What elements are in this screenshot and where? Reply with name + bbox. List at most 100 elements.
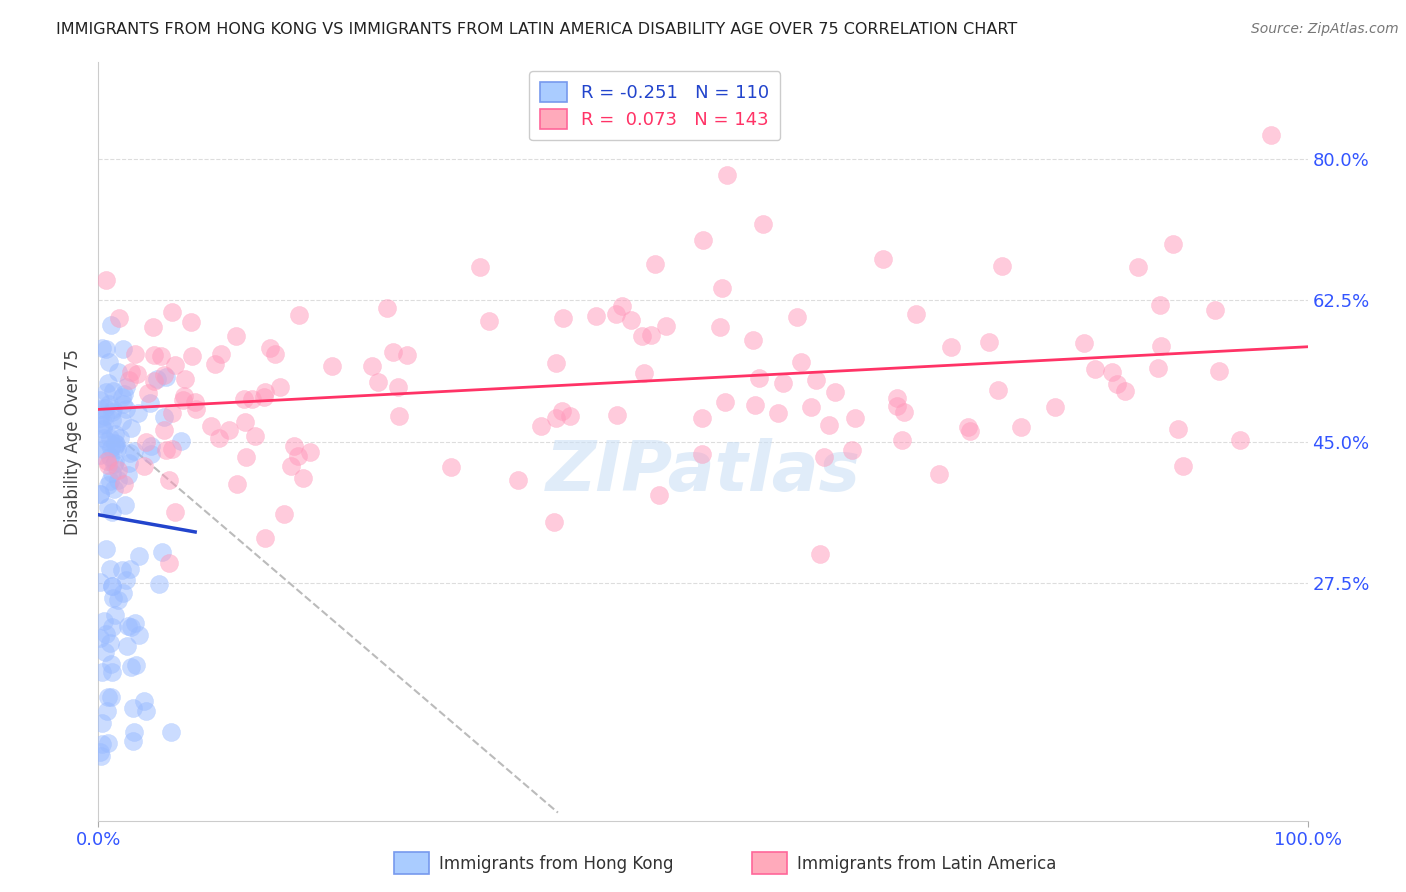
Point: [96, 434, 118, 449]
Point: [631, 328, 654, 343]
Point: [1010, 419, 1032, 434]
Point: [98, 431, 121, 445]
Point: [181, 349, 204, 363]
Point: [1101, 365, 1123, 379]
Point: [180, 315, 202, 329]
Point: [97, 690, 120, 705]
Point: [107, 473, 129, 487]
Point: [766, 406, 789, 420]
Point: [226, 477, 249, 491]
Point: [145, 371, 167, 385]
Point: [117, 618, 139, 632]
Point: [103, 455, 125, 469]
Point: [388, 409, 411, 423]
Point: [97, 735, 120, 749]
Point: [139, 447, 162, 461]
Point: [321, 359, 343, 373]
Point: [1045, 400, 1067, 414]
Point: [620, 313, 643, 327]
Point: [107, 365, 129, 379]
Point: [209, 346, 232, 360]
Point: [470, 260, 492, 274]
Point: [543, 515, 565, 529]
Point: [606, 408, 628, 422]
Text: Immigrants from Hong Kong: Immigrants from Hong Kong: [439, 855, 673, 873]
Point: [139, 396, 162, 410]
Point: [96, 627, 118, 641]
Point: [292, 470, 315, 484]
Point: [101, 579, 124, 593]
Point: [170, 434, 193, 448]
Point: [89, 401, 111, 416]
Point: [235, 450, 257, 464]
Point: [1073, 335, 1095, 350]
Point: [173, 389, 195, 403]
Point: [105, 442, 128, 456]
Point: [163, 505, 186, 519]
Point: [299, 444, 322, 458]
Point: [648, 488, 671, 502]
Point: [120, 660, 142, 674]
Point: [97, 458, 120, 472]
Point: [120, 366, 142, 380]
Point: [139, 439, 162, 453]
Point: [101, 579, 124, 593]
Point: [142, 348, 165, 362]
Point: [100, 405, 122, 419]
Point: [808, 548, 831, 562]
Point: [122, 734, 145, 748]
Point: [142, 320, 165, 334]
Point: [100, 690, 122, 704]
Point: [117, 456, 139, 470]
Point: [94, 409, 117, 423]
Legend: R = -0.251   N = 110, R =  0.073   N = 143: R = -0.251 N = 110, R = 0.073 N = 143: [529, 71, 780, 140]
Point: [104, 437, 127, 451]
Point: [104, 439, 127, 453]
Text: Source: ZipAtlas.com: Source: ZipAtlas.com: [1251, 22, 1399, 37]
Point: [264, 347, 287, 361]
Point: [122, 725, 145, 739]
Point: [89, 745, 111, 759]
Text: ZIPatlas: ZIPatlas: [546, 438, 860, 506]
Point: [382, 345, 405, 359]
Point: [120, 446, 142, 460]
Point: [977, 334, 1000, 349]
Point: [124, 616, 146, 631]
Point: [233, 392, 256, 407]
Point: [157, 473, 180, 487]
Point: [138, 385, 160, 400]
Point: [111, 563, 134, 577]
Point: [991, 259, 1014, 273]
Point: [1167, 422, 1189, 436]
Point: [125, 657, 148, 672]
Point: [90, 341, 112, 355]
Point: [1171, 459, 1194, 474]
Point: [100, 467, 122, 481]
Point: [1163, 236, 1185, 251]
Point: [118, 373, 141, 387]
Point: [804, 373, 827, 387]
Point: [742, 333, 765, 347]
Point: [692, 447, 714, 461]
Point: [91, 737, 114, 751]
Point: [112, 397, 135, 411]
Point: [89, 486, 111, 500]
Point: [367, 375, 389, 389]
Point: [148, 577, 170, 591]
Point: [377, 301, 399, 315]
Text: IMMIGRANTS FROM HONG KONG VS IMMIGRANTS FROM LATIN AMERICA DISABILITY AGE OVER 7: IMMIGRANTS FROM HONG KONG VS IMMIGRANTS …: [56, 22, 1018, 37]
Point: [97, 397, 120, 411]
Point: [94, 273, 117, 287]
Point: [1105, 376, 1128, 391]
Point: [1150, 339, 1173, 353]
Point: [117, 468, 139, 483]
Point: [89, 631, 111, 645]
Point: [100, 318, 122, 333]
Point: [96, 454, 118, 468]
Point: [218, 423, 240, 437]
Point: [872, 252, 894, 266]
Point: [132, 459, 155, 474]
Point: [280, 458, 302, 473]
Point: [96, 541, 118, 556]
Point: [155, 443, 177, 458]
